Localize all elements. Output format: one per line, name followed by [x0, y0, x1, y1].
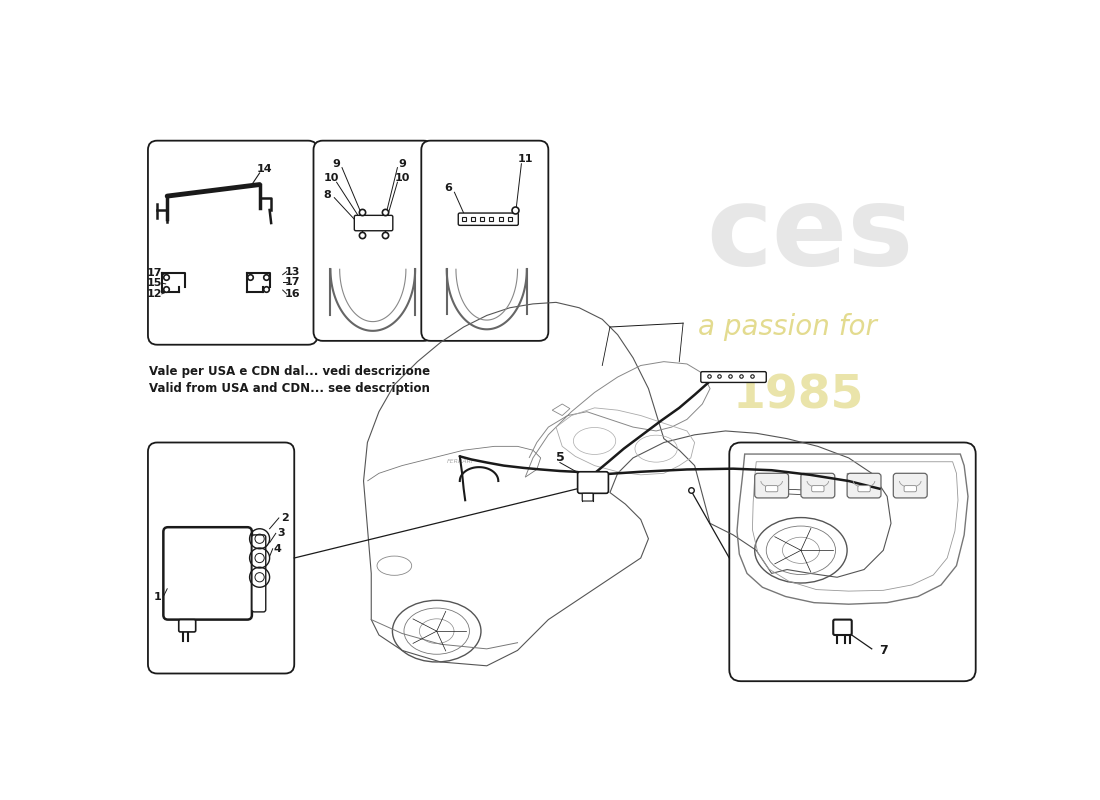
FancyBboxPatch shape	[459, 213, 518, 226]
Text: 10: 10	[395, 174, 409, 183]
Text: 7: 7	[879, 644, 888, 657]
FancyBboxPatch shape	[582, 494, 593, 501]
FancyBboxPatch shape	[812, 486, 824, 492]
FancyBboxPatch shape	[904, 486, 916, 492]
Text: 1985: 1985	[733, 374, 865, 419]
FancyBboxPatch shape	[178, 619, 196, 632]
FancyBboxPatch shape	[578, 472, 608, 494]
FancyBboxPatch shape	[729, 442, 976, 682]
FancyBboxPatch shape	[801, 474, 835, 498]
FancyBboxPatch shape	[314, 141, 433, 341]
FancyBboxPatch shape	[163, 527, 252, 619]
FancyBboxPatch shape	[858, 486, 870, 492]
Text: 2: 2	[282, 513, 289, 523]
Text: 16: 16	[285, 289, 300, 299]
Text: 13: 13	[285, 266, 300, 277]
Text: 9: 9	[398, 158, 406, 169]
Text: ces: ces	[706, 181, 914, 288]
FancyBboxPatch shape	[354, 215, 393, 230]
Text: 12: 12	[146, 289, 162, 299]
FancyBboxPatch shape	[252, 535, 266, 612]
Text: a passion for: a passion for	[697, 313, 877, 341]
Text: 17: 17	[285, 278, 300, 287]
Text: 14: 14	[257, 164, 273, 174]
Text: FERRARI: FERRARI	[447, 459, 473, 464]
FancyBboxPatch shape	[755, 474, 789, 498]
FancyBboxPatch shape	[834, 619, 851, 635]
Text: 9: 9	[332, 158, 341, 169]
Text: 3: 3	[277, 528, 285, 538]
FancyBboxPatch shape	[847, 474, 881, 498]
Text: 10: 10	[323, 174, 339, 183]
FancyBboxPatch shape	[766, 486, 778, 492]
Text: 1: 1	[153, 591, 161, 602]
Text: 5: 5	[556, 451, 564, 464]
Text: 15: 15	[146, 278, 162, 288]
Text: 11: 11	[517, 154, 534, 164]
FancyBboxPatch shape	[147, 442, 295, 674]
FancyBboxPatch shape	[421, 141, 548, 341]
Text: 8: 8	[323, 190, 331, 199]
Text: 17: 17	[146, 268, 162, 278]
FancyBboxPatch shape	[147, 141, 318, 345]
FancyBboxPatch shape	[701, 372, 767, 382]
Text: Vale per USA e CDN dal... vedi descrizione: Vale per USA e CDN dal... vedi descrizio…	[150, 366, 430, 378]
Text: 6: 6	[444, 183, 452, 194]
FancyBboxPatch shape	[893, 474, 927, 498]
Text: Valid from USA and CDN... see description: Valid from USA and CDN... see descriptio…	[150, 382, 430, 395]
Text: 4: 4	[274, 544, 282, 554]
